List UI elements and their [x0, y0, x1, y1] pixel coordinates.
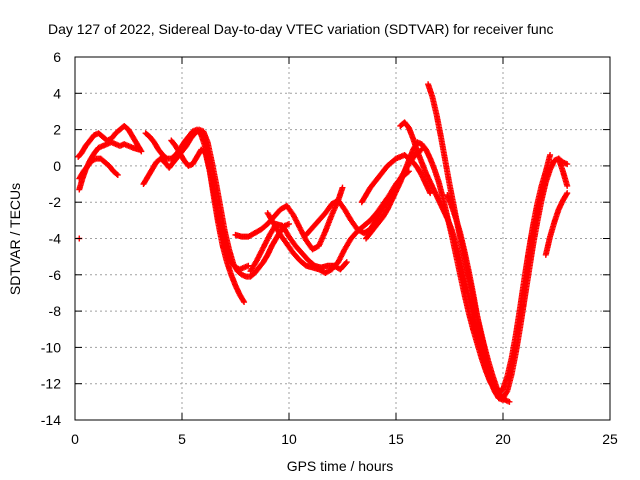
- data-point: [564, 190, 571, 197]
- series-satellite-track-17: [542, 190, 571, 258]
- series-satellite-track-15: [444, 152, 554, 396]
- series-satellite-track-5: [142, 126, 248, 306]
- x-tick-label: 0: [71, 431, 79, 447]
- data-point: [339, 184, 346, 191]
- y-tick-label: -12: [41, 376, 61, 392]
- x-axis-label: GPS time / hours: [287, 458, 394, 474]
- data-point: [113, 171, 120, 178]
- data-point: [563, 191, 570, 198]
- series-satellite-track-9: [264, 168, 412, 276]
- series-satellite-track-6: [168, 137, 252, 273]
- series-satellite-track-18: [555, 155, 571, 189]
- y-tick-label: -8: [49, 303, 62, 319]
- data-point: [564, 161, 571, 168]
- data-point: [564, 182, 571, 189]
- data-point: [114, 171, 121, 178]
- x-tick-label: 10: [281, 431, 297, 447]
- data-point: [136, 146, 143, 153]
- y-tick-label: -14: [41, 412, 61, 428]
- y-tick-label: -4: [49, 231, 62, 247]
- y-tick-label: 0: [53, 158, 61, 174]
- y-tick-label: 6: [53, 49, 61, 65]
- data-point: [286, 220, 292, 227]
- data-point: [547, 152, 554, 159]
- series-satellite-track-16: [491, 155, 571, 402]
- y-tick-label: 2: [53, 122, 61, 138]
- data-point: [506, 398, 513, 405]
- y-tick-label: 4: [53, 85, 61, 101]
- data-point: [241, 299, 248, 306]
- data-point: [343, 259, 350, 266]
- tick-layer: 0 5 10 15 20 25 -14 -12 -10 -8 -6 -4 -2 0 2 4 6: [41, 49, 618, 447]
- y-tick-label: -6: [49, 267, 62, 283]
- data-point: [240, 297, 247, 304]
- series-satellite-track-7: [232, 184, 346, 253]
- y-tick-label: -10: [41, 339, 61, 355]
- x-tick-label: 5: [178, 431, 186, 447]
- x-tick-label: 15: [388, 431, 404, 447]
- data-point: [245, 262, 252, 269]
- series-satellite-track-14: [425, 81, 513, 405]
- series-satellite-track-3: [76, 155, 121, 182]
- data-point: [342, 260, 349, 267]
- chart-title: Day 127 of 2022, Sidereal Day-to-day VTE…: [48, 21, 554, 37]
- x-tick-label: 25: [602, 431, 618, 447]
- data-layer: [75, 81, 571, 405]
- y-axis-label: SDTVAR / TECUs: [7, 183, 23, 295]
- x-tick-label: 20: [495, 431, 511, 447]
- y-tick-label: -2: [49, 194, 62, 210]
